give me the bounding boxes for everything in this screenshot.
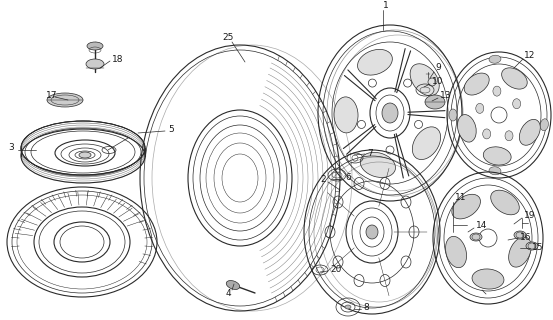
Ellipse shape (413, 127, 441, 160)
Ellipse shape (472, 269, 504, 289)
Text: 4: 4 (226, 290, 232, 299)
Ellipse shape (226, 281, 239, 290)
Text: 20: 20 (330, 266, 341, 275)
Ellipse shape (505, 131, 513, 141)
Text: 3: 3 (8, 143, 14, 153)
Ellipse shape (502, 68, 527, 89)
Text: 8: 8 (363, 303, 369, 313)
Text: 12: 12 (524, 51, 535, 60)
Ellipse shape (483, 147, 511, 165)
Ellipse shape (86, 59, 104, 69)
Text: 5: 5 (168, 125, 174, 134)
Ellipse shape (410, 64, 439, 96)
Ellipse shape (457, 115, 476, 142)
Text: 25: 25 (222, 34, 233, 43)
Text: 17: 17 (46, 92, 58, 100)
Ellipse shape (446, 236, 467, 268)
Ellipse shape (489, 55, 501, 63)
Ellipse shape (476, 103, 484, 113)
Text: 9: 9 (435, 63, 441, 73)
Ellipse shape (452, 194, 481, 219)
Text: 1: 1 (383, 2, 389, 11)
Text: 10: 10 (432, 77, 444, 86)
Ellipse shape (519, 119, 540, 145)
Ellipse shape (102, 147, 116, 154)
Text: 2: 2 (320, 175, 326, 185)
Ellipse shape (513, 99, 521, 109)
Ellipse shape (489, 167, 501, 175)
Ellipse shape (79, 152, 91, 158)
Ellipse shape (470, 233, 482, 241)
Ellipse shape (358, 49, 393, 75)
Text: 14: 14 (476, 221, 487, 230)
Ellipse shape (493, 86, 501, 96)
Ellipse shape (526, 242, 538, 250)
Ellipse shape (360, 152, 395, 178)
Ellipse shape (334, 97, 358, 133)
Text: 13: 13 (440, 92, 451, 100)
Ellipse shape (509, 237, 531, 267)
Text: 11: 11 (455, 194, 467, 203)
Ellipse shape (345, 305, 351, 309)
Ellipse shape (366, 225, 378, 239)
Text: 6: 6 (345, 173, 351, 182)
Ellipse shape (483, 129, 491, 139)
Text: 15: 15 (532, 244, 544, 252)
Ellipse shape (514, 231, 526, 239)
Text: 19: 19 (524, 212, 535, 220)
Text: 18: 18 (112, 55, 123, 65)
Ellipse shape (540, 119, 549, 131)
Ellipse shape (491, 190, 519, 215)
Text: 7: 7 (367, 148, 373, 157)
Ellipse shape (382, 103, 398, 123)
Text: 16: 16 (520, 233, 531, 242)
Ellipse shape (425, 95, 445, 109)
Ellipse shape (47, 93, 83, 107)
Ellipse shape (87, 42, 103, 50)
Ellipse shape (464, 73, 489, 95)
Ellipse shape (449, 109, 457, 121)
